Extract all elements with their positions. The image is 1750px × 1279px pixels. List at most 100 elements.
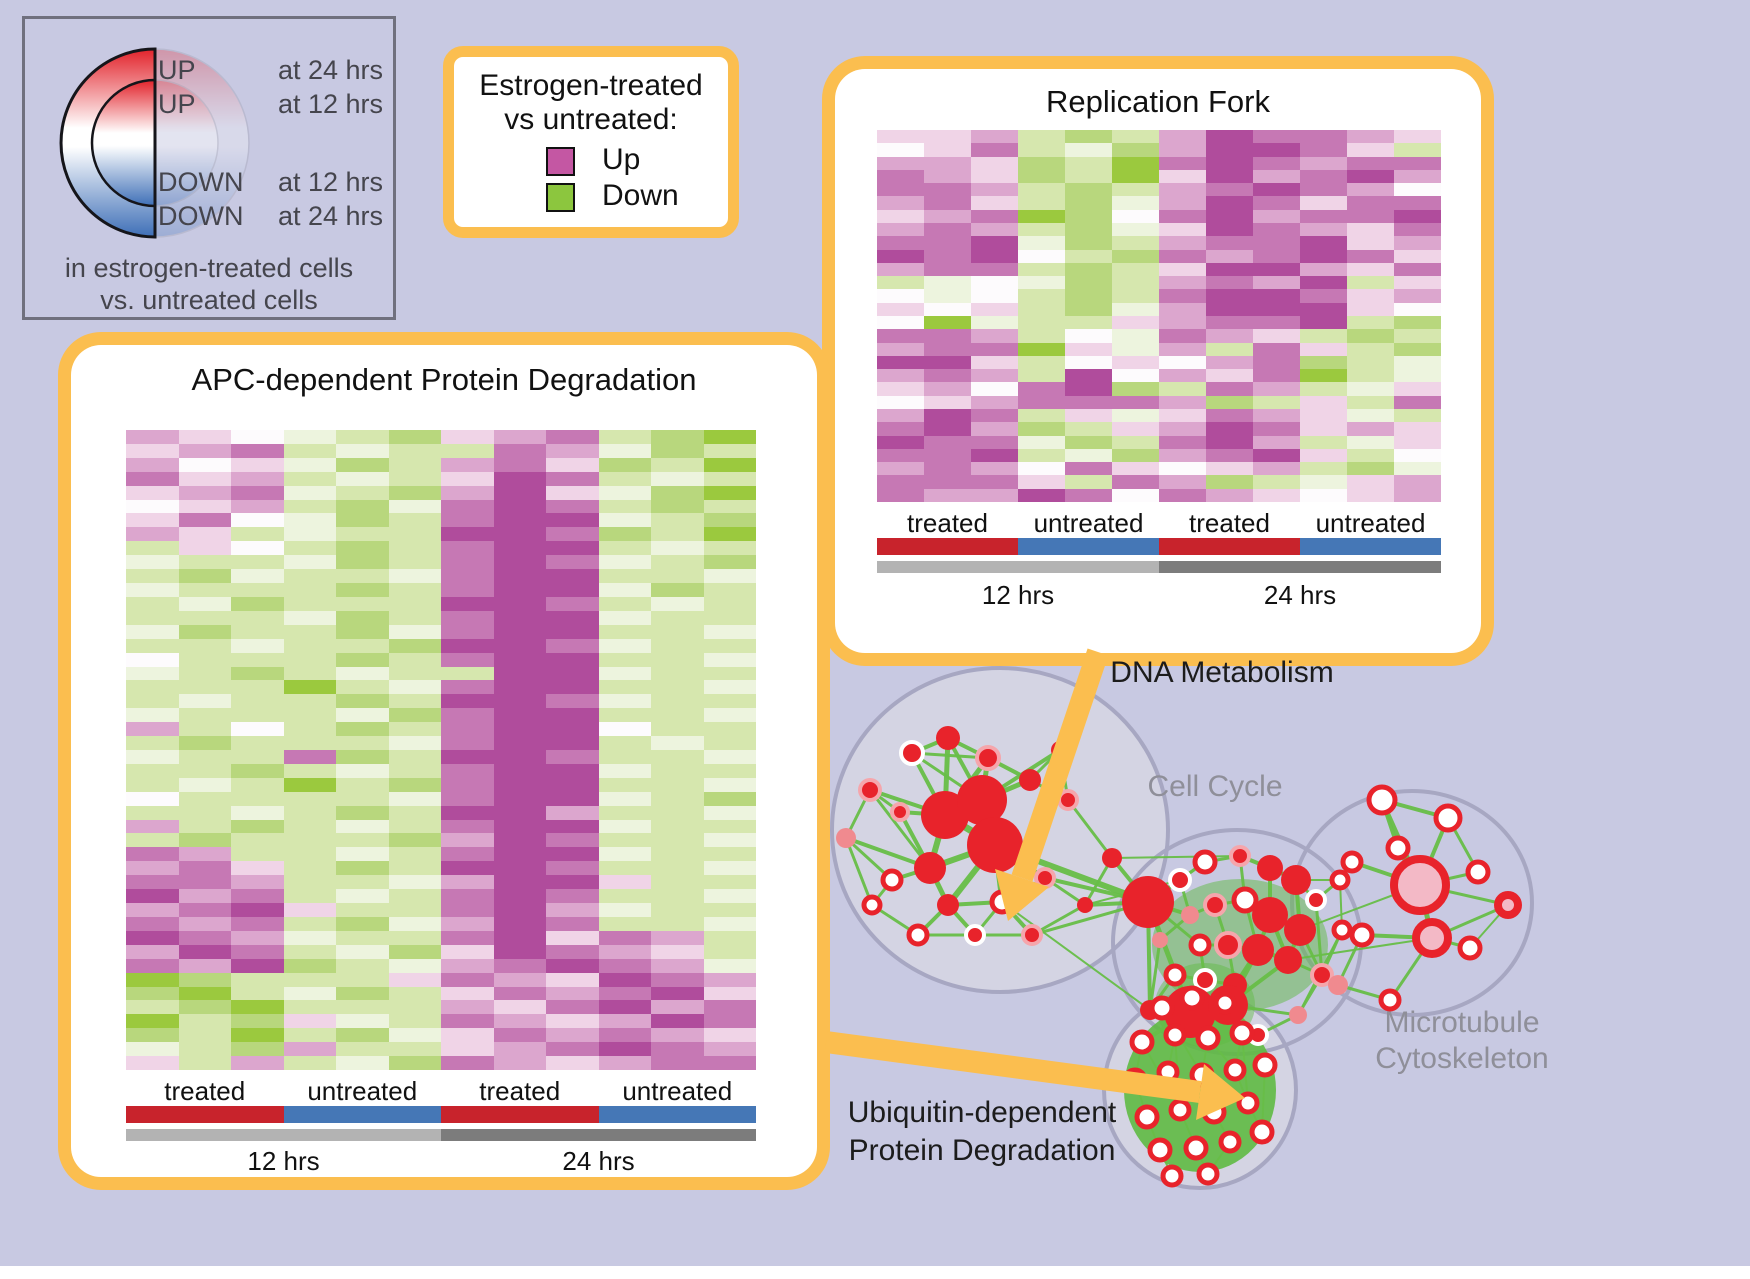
heatmap-cell <box>598 722 651 737</box>
network-edge <box>1029 778 1069 802</box>
network-edge <box>1341 928 1363 937</box>
heatmap-cell <box>441 638 494 653</box>
cluster-circle-0 <box>830 666 1170 994</box>
condition-label: treated <box>164 1076 246 1106</box>
time-label: 24 hrs <box>1263 580 1337 610</box>
heatmap-cell <box>126 694 179 709</box>
heatmap-cell <box>651 527 704 542</box>
heatmap-cell <box>1300 448 1347 463</box>
network-edge <box>1146 878 1182 904</box>
heatmap-cell <box>1253 448 1300 463</box>
network-edge <box>1031 903 1086 937</box>
heatmap-cell <box>493 596 546 611</box>
heatmap-cell <box>283 805 336 820</box>
network-node <box>1189 1062 1215 1088</box>
heatmap-cell <box>598 457 651 472</box>
heatmap-cell <box>388 903 441 917</box>
heatmap-cell <box>1018 329 1065 343</box>
heatmap-cell <box>493 1014 546 1029</box>
heatmap-cell <box>1018 130 1065 144</box>
network-edge <box>1147 900 1191 917</box>
heatmap-cell <box>1300 395 1347 409</box>
heatmap-cell <box>651 680 704 695</box>
heatmap-cell <box>1112 236 1159 250</box>
heatmap-cell <box>336 1056 389 1070</box>
heatmap-cell <box>388 749 441 764</box>
heatmap-cell <box>126 499 179 514</box>
heatmap-cell <box>651 749 704 764</box>
heatmap-cell <box>231 986 284 1001</box>
heatmap-cell <box>546 527 599 542</box>
heatmap-cell <box>178 1014 231 1029</box>
heatmap-cell <box>441 944 494 959</box>
heatmap-cell <box>1159 382 1206 396</box>
heatmap-cell <box>126 736 179 750</box>
microtubule-label-line2: Cytoskeleton <box>1375 1042 1549 1075</box>
network-node <box>1229 845 1251 867</box>
heatmap-cell <box>1018 369 1065 383</box>
heatmap-cell <box>1112 222 1159 237</box>
heatmap-cell <box>126 457 179 472</box>
heatmap-cell <box>1394 209 1441 223</box>
heatmap-cell <box>1300 422 1347 436</box>
heatmap-cell <box>651 958 704 973</box>
heatmap-cell <box>493 805 546 820</box>
heatmap-cell <box>1112 249 1159 263</box>
heatmap-cell <box>493 471 546 486</box>
network-node <box>1195 1025 1221 1051</box>
heatmap-cell <box>336 736 389 750</box>
network-node <box>1140 1000 1160 1020</box>
heatmap-cell <box>336 541 389 556</box>
network-edge <box>891 866 931 882</box>
heatmap-cell <box>1112 395 1159 409</box>
heatmap-cell <box>877 249 924 263</box>
updown-legend-title-line2: vs untreated: <box>504 103 678 136</box>
heatmap-cell <box>703 722 756 737</box>
heatmap-cell <box>703 749 756 764</box>
heatmap-cell <box>283 791 336 806</box>
heatmap-cell <box>598 889 651 904</box>
heatmap-cell <box>493 555 546 570</box>
heatmap-cell <box>441 680 494 695</box>
heatmap-cell <box>126 471 179 486</box>
heatmap-cell <box>546 791 599 806</box>
network-edge <box>1188 997 1194 1013</box>
network-node <box>1188 933 1212 957</box>
heatmap-cell <box>1206 262 1253 277</box>
heatmap-cell <box>1253 408 1300 423</box>
heatmap-cell <box>178 624 231 639</box>
heatmap-cell <box>493 457 546 472</box>
heatmap-cell <box>1253 422 1300 436</box>
network-node <box>836 828 856 848</box>
network-edge <box>1241 1032 1249 1104</box>
heatmap-cell <box>126 958 179 973</box>
heatmap-cell <box>1065 315 1112 330</box>
heatmap-cell <box>1394 355 1441 370</box>
heatmap-cell <box>546 777 599 792</box>
rf-group-labels: treated untreated treated untreated <box>877 508 1441 538</box>
heatmap-cell <box>703 471 756 486</box>
heatmap-cell <box>703 875 756 890</box>
heatmap-cell <box>1300 302 1347 316</box>
heatmap-cell <box>178 805 231 820</box>
heatmap-cell <box>1159 315 1206 330</box>
network-edge <box>1161 1006 1191 1014</box>
heatmap-cell <box>1065 276 1112 290</box>
heatmap-cell <box>598 777 651 792</box>
heatmap-cell <box>126 819 179 834</box>
network-edge <box>911 751 989 760</box>
heatmap-cell <box>703 833 756 848</box>
condition-bar <box>1300 538 1441 555</box>
heatmap-cell <box>1253 276 1300 290</box>
heatmap-cell <box>1206 435 1253 449</box>
heatmap-cell <box>598 499 651 514</box>
heatmap-cell <box>924 302 971 316</box>
heatmap-cell <box>231 1042 284 1057</box>
heatmap-cell <box>231 499 284 514</box>
network-edge <box>916 903 950 937</box>
heatmap-cell <box>441 819 494 834</box>
heatmap-cell <box>178 791 231 806</box>
heatmap-cell <box>493 819 546 834</box>
network-edge <box>910 752 947 816</box>
heatmap-cell <box>283 513 336 528</box>
